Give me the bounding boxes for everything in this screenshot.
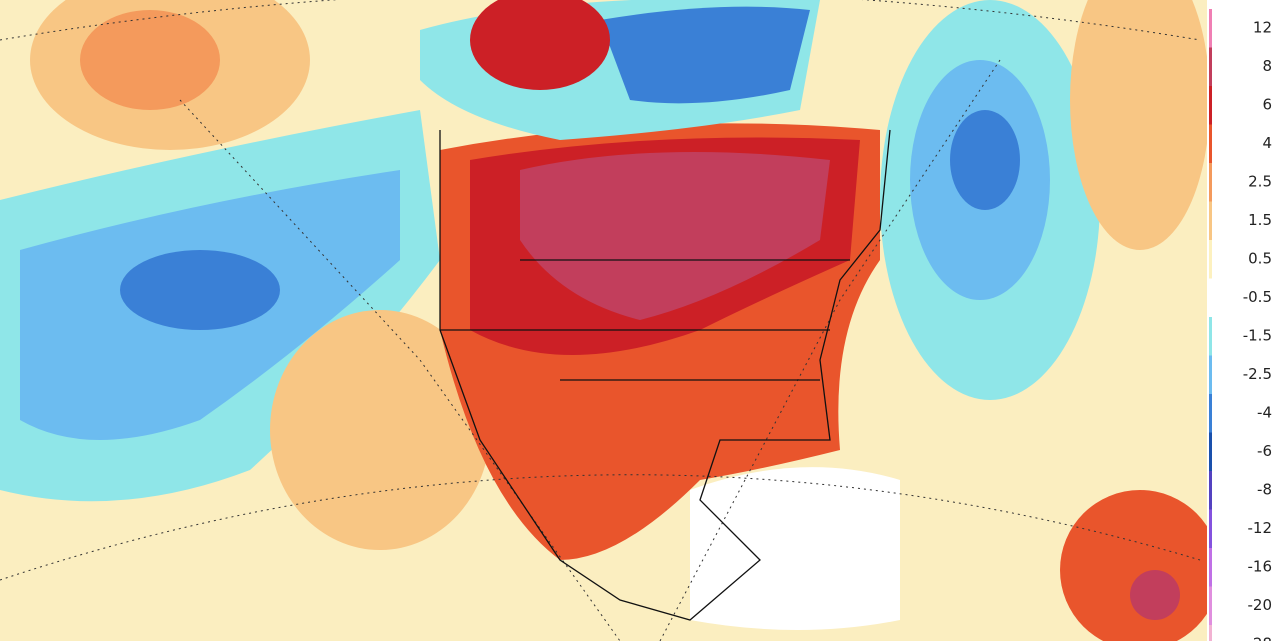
coastlines	[439, 129, 891, 621]
legend-label: -4	[1257, 404, 1272, 422]
legend-label: -0.5	[1243, 288, 1272, 306]
legend-label: -12	[1248, 519, 1273, 537]
legend-swatch	[1209, 240, 1212, 279]
legend-label: 0.5	[1248, 250, 1272, 268]
legend-label: 6	[1262, 96, 1272, 114]
legend-swatch	[1209, 586, 1212, 625]
legend-background	[1207, 0, 1280, 641]
legend-label: -8	[1257, 481, 1272, 499]
legend-label: -28	[1248, 635, 1273, 641]
legend-label: 12	[1253, 19, 1272, 37]
legend-label: -6	[1257, 442, 1272, 460]
legend-swatch	[1209, 471, 1212, 510]
legend-swatch	[1209, 432, 1212, 471]
legend-label: 4	[1262, 134, 1272, 152]
legend-swatch	[1209, 625, 1212, 641]
legend-swatch	[1209, 317, 1212, 356]
legend-swatch	[1209, 355, 1212, 394]
legend-swatch	[1209, 124, 1212, 163]
legend-label: 2.5	[1248, 173, 1272, 191]
legend-swatch	[1209, 548, 1212, 587]
legend-label: -1.5	[1243, 327, 1272, 345]
legend-swatch	[1209, 9, 1212, 48]
legend-label: -2.5	[1243, 365, 1272, 383]
legend-swatch	[1209, 394, 1212, 433]
legend-swatch	[1209, 86, 1212, 125]
legend-label: 8	[1262, 57, 1272, 75]
legend-swatch	[1209, 47, 1212, 86]
legend-swatch	[1209, 509, 1212, 548]
legend-label: 1.5	[1248, 211, 1272, 229]
legend-label: -20	[1248, 596, 1273, 614]
legend-swatch	[1209, 278, 1212, 317]
legend-swatch	[1209, 163, 1212, 202]
graticule	[0, 0, 1201, 641]
legend-swatch	[1209, 201, 1212, 240]
anomaly-field	[0, 0, 1220, 641]
legend-label: -16	[1248, 558, 1273, 576]
